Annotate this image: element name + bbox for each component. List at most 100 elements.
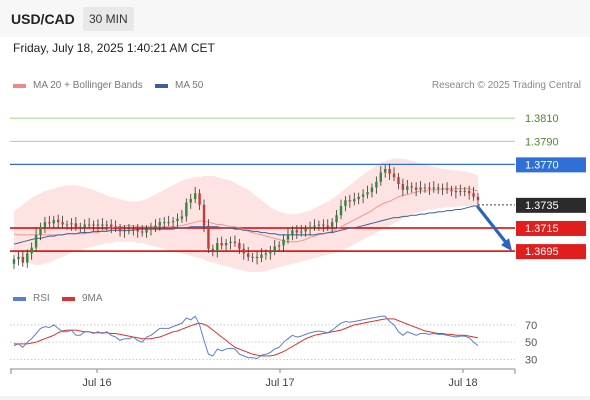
candle-body (317, 224, 321, 226)
candle-body (410, 186, 413, 188)
level-label-support: 1.3715 (525, 223, 559, 235)
candle-body (52, 219, 55, 224)
candle-body (114, 226, 117, 228)
candle-body (300, 231, 303, 233)
ma20-swatch (13, 84, 26, 88)
level-label-last: 1.3735 (525, 200, 559, 212)
candle-body (282, 239, 285, 246)
candle-body (379, 172, 382, 182)
candle-body (132, 229, 135, 231)
level-label-resistance: 1.3810 (525, 113, 559, 125)
candle-body (87, 224, 91, 226)
candle-body (158, 222, 162, 226)
candle-body (43, 222, 47, 227)
x-tick-label: Jul 17 (265, 377, 294, 389)
x-tick-label: Jul 18 (448, 377, 477, 389)
candle-body (437, 187, 440, 189)
candle-body (326, 225, 329, 227)
candle-body (185, 202, 188, 217)
candle-body (432, 187, 436, 189)
candle-body (467, 190, 471, 194)
candle-body (335, 215, 338, 223)
interval-button[interactable]: 30 MIN (83, 7, 134, 31)
candle-body (26, 253, 29, 263)
candle-body (123, 230, 126, 232)
candle-body (397, 177, 400, 185)
candle-body (370, 187, 374, 193)
level-tag-pivot (516, 157, 586, 173)
rsi-tick-label: 70 (525, 320, 537, 332)
candle-body (30, 247, 33, 254)
candle-body (74, 223, 78, 227)
candle-body (238, 243, 241, 249)
candle-body (101, 224, 104, 226)
candle-body (255, 256, 259, 259)
candle-body (344, 200, 347, 206)
candle-body (56, 219, 60, 223)
candle-body (202, 204, 206, 226)
candle-body (463, 190, 466, 192)
candle-body (211, 248, 215, 252)
candle-body (65, 224, 69, 226)
candle-body (216, 243, 219, 252)
level-tag-support (516, 220, 586, 236)
candle-body (198, 193, 201, 205)
candle-body (242, 248, 245, 254)
last-price-tag (516, 197, 586, 213)
candle-body (419, 187, 422, 190)
candle-body (171, 221, 175, 223)
rsi-9ma-line (14, 318, 479, 357)
candle-body (96, 224, 100, 226)
candle-body (401, 184, 405, 190)
candle-body (384, 169, 387, 173)
candle-body (308, 226, 312, 230)
candle-body (193, 193, 197, 200)
x-tick-label: Jul 16 (82, 377, 111, 389)
research-credit: Research © 2025 Trading Central (431, 80, 581, 91)
rsi-swatch (13, 297, 26, 301)
candle-body (70, 223, 73, 225)
candle-body (388, 169, 391, 174)
candle-body (79, 226, 82, 228)
candle-body (295, 230, 299, 233)
candle-body (406, 186, 409, 190)
candle-body (12, 259, 16, 264)
candle-body (277, 245, 281, 247)
candle-body (291, 230, 294, 235)
candle-body (207, 225, 210, 249)
candle-body (110, 224, 113, 227)
legend-ma50: MA 50 (155, 80, 203, 91)
rsi-tick-label: 30 (525, 354, 537, 366)
candle-body (251, 256, 254, 258)
candle-body (233, 241, 237, 243)
top-bar: USD/CAD 30 MIN (0, 0, 590, 37)
forecast-arrow-head (501, 238, 512, 252)
candle-body (224, 243, 228, 246)
bottom-strip (0, 396, 590, 400)
candle-body (304, 229, 307, 232)
candle-body (154, 225, 157, 228)
candle-body (180, 216, 184, 219)
candle-body (441, 188, 444, 190)
candle-body (392, 173, 396, 178)
candle-body (375, 181, 378, 188)
candle-body (450, 189, 453, 191)
ma50-legend-label: MA 50 (175, 80, 204, 91)
ma20-legend-label: MA 20 + Bollinger Bands (33, 80, 143, 91)
candle-body (83, 224, 86, 227)
candle-body (163, 222, 166, 224)
candle-body (269, 251, 272, 254)
candle-body (92, 224, 95, 226)
candle-body (330, 222, 334, 227)
ma50-line (13, 205, 478, 245)
candle-body (273, 246, 276, 252)
candle-body (220, 243, 223, 246)
candle-body (176, 218, 179, 222)
candle-body (454, 190, 458, 193)
candle-body (459, 190, 462, 193)
candle-body (48, 222, 51, 224)
candle-body (361, 194, 365, 197)
candle-body (428, 187, 431, 189)
candle-body (105, 224, 108, 226)
